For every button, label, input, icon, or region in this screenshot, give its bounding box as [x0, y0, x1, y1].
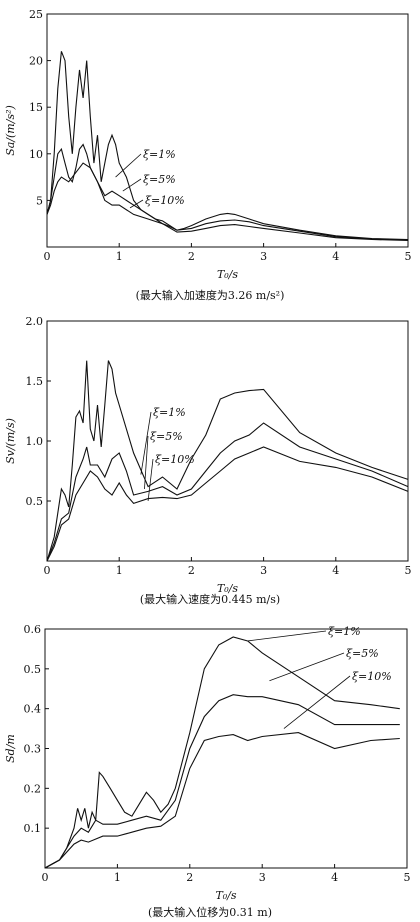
y-axis-label: Sa/(m/s²) — [4, 105, 17, 156]
series-label: ξ=5% — [150, 430, 183, 443]
plot-frame — [44, 628, 408, 869]
y-axis-label: Sv/(m/s) — [4, 418, 17, 464]
acceleration-spectrum-chart: 0 1 2 3 4 5 5 10 15 20 25 T₀/s Sa/(m/s²) ξ=1% ξ=5% ξ=10… — [4, 8, 412, 281]
series-label: ξ=10% — [352, 670, 392, 683]
series-line-3 — [46, 446, 409, 562]
series-label: ξ=1% — [143, 148, 176, 161]
x-tick-label: 3 — [260, 564, 267, 577]
y-tick-label: 25 — [29, 8, 43, 21]
series-leader-line — [129, 199, 144, 209]
x-tick-label: 0 — [44, 564, 51, 577]
x-tick-label: 0 — [42, 871, 49, 884]
velocity-spectrum-chart: 0 1 2 3 4 5 0.5 1.0 1.5 2.0 T₀/s Sv/(m/s) ξ=1% ξ=5% ξ=… — [4, 315, 412, 595]
x-axis-label: T₀/s — [217, 582, 238, 595]
series-label: ξ=10% — [145, 194, 185, 207]
y-tick-label: 0.6 — [24, 623, 42, 636]
chart-panel-acceleration: 0 1 2 3 4 5 5 10 15 20 25 T₀/s Sa/(m/s²) ξ=1% ξ=5% ξ=10… — [0, 0, 420, 305]
series-line-3 — [46, 162, 409, 242]
y-tick-label: 15 — [29, 101, 43, 114]
series-label: ξ=1% — [328, 625, 361, 638]
x-tick-label: 2 — [186, 871, 193, 884]
y-tick-label: 0.5 — [24, 663, 42, 676]
x-tick-label: 3 — [260, 250, 267, 263]
chart-caption: (最大输入加速度为3.26 m/s²) — [135, 289, 285, 302]
x-axis-label: T₀/s — [215, 889, 236, 902]
x-tick-label: 3 — [259, 871, 266, 884]
x-tick-label: 5 — [404, 871, 411, 884]
series-label: ξ=1% — [153, 406, 186, 419]
chart-panel-velocity: 0 1 2 3 4 5 0.5 1.0 1.5 2.0 T₀/s Sv/(m/s) ξ=1% ξ=5% ξ=… — [0, 306, 420, 611]
series-line-2 — [44, 694, 400, 869]
x-tick-label: 1 — [116, 250, 123, 263]
series-leader-line — [283, 675, 351, 729]
x-tick-label: 5 — [405, 250, 412, 263]
series-leader-line — [115, 153, 142, 178]
y-tick-label: 2.0 — [26, 315, 44, 328]
y-tick-label: 10 — [29, 148, 43, 161]
series-line-2 — [46, 143, 409, 241]
x-tick-label: 0 — [44, 250, 51, 263]
y-tick-label: 20 — [29, 55, 43, 68]
series-label: ξ=5% — [143, 173, 176, 186]
x-tick-label: 5 — [405, 564, 412, 577]
y-tick-label: 1.5 — [26, 375, 44, 388]
x-tick-label: 2 — [188, 250, 195, 263]
series-line-1 — [46, 51, 409, 241]
series-line-1 — [46, 360, 409, 562]
y-tick-label: 0.2 — [24, 782, 42, 795]
x-tick-label: 4 — [331, 871, 338, 884]
displacement-spectrum-chart: 0 1 2 3 4 5 0.1 0.2 0.3 0.4 0.5 0.6 T₀/s Sd/m ξ=1% ξ=5%… — [4, 623, 411, 902]
y-tick-label: 1.0 — [26, 435, 44, 448]
series-leader-line — [269, 652, 345, 682]
series-leader-line — [247, 630, 327, 642]
chart-panel-displacement: 0 1 2 3 4 5 0.1 0.2 0.3 0.4 0.5 0.6 T₀/s Sd/m ξ=1% ξ=5%… — [0, 612, 420, 922]
y-tick-label: 5 — [36, 194, 43, 207]
y-tick-label: 0.1 — [24, 822, 42, 835]
y-tick-label: 0.3 — [24, 743, 42, 756]
y-tick-label: 0.5 — [26, 495, 44, 508]
plot-frame — [46, 13, 409, 248]
series-leader-line — [140, 411, 152, 475]
series-leader-line — [122, 178, 142, 192]
chart-caption: (最大输入位移为0.31 m) — [147, 906, 272, 919]
chart-caption: (最大输入速度为0.445 m/s) — [139, 593, 281, 606]
series-label: ξ=10% — [155, 453, 195, 466]
x-tick-label: 1 — [114, 871, 121, 884]
series-leader-line — [147, 458, 154, 502]
y-tick-label: 0.4 — [24, 703, 42, 716]
x-axis-label: T₀/s — [217, 268, 238, 281]
series-leader-line — [144, 435, 149, 490]
x-tick-label: 4 — [332, 250, 339, 263]
y-axis-label: Sd/m — [4, 734, 17, 763]
series-label: ξ=5% — [346, 647, 379, 660]
series-line-2 — [46, 422, 409, 562]
x-tick-label: 1 — [116, 564, 123, 577]
x-tick-label: 2 — [188, 564, 195, 577]
series-line-1 — [44, 636, 400, 869]
x-tick-label: 4 — [332, 564, 339, 577]
series-line-3 — [44, 732, 400, 869]
